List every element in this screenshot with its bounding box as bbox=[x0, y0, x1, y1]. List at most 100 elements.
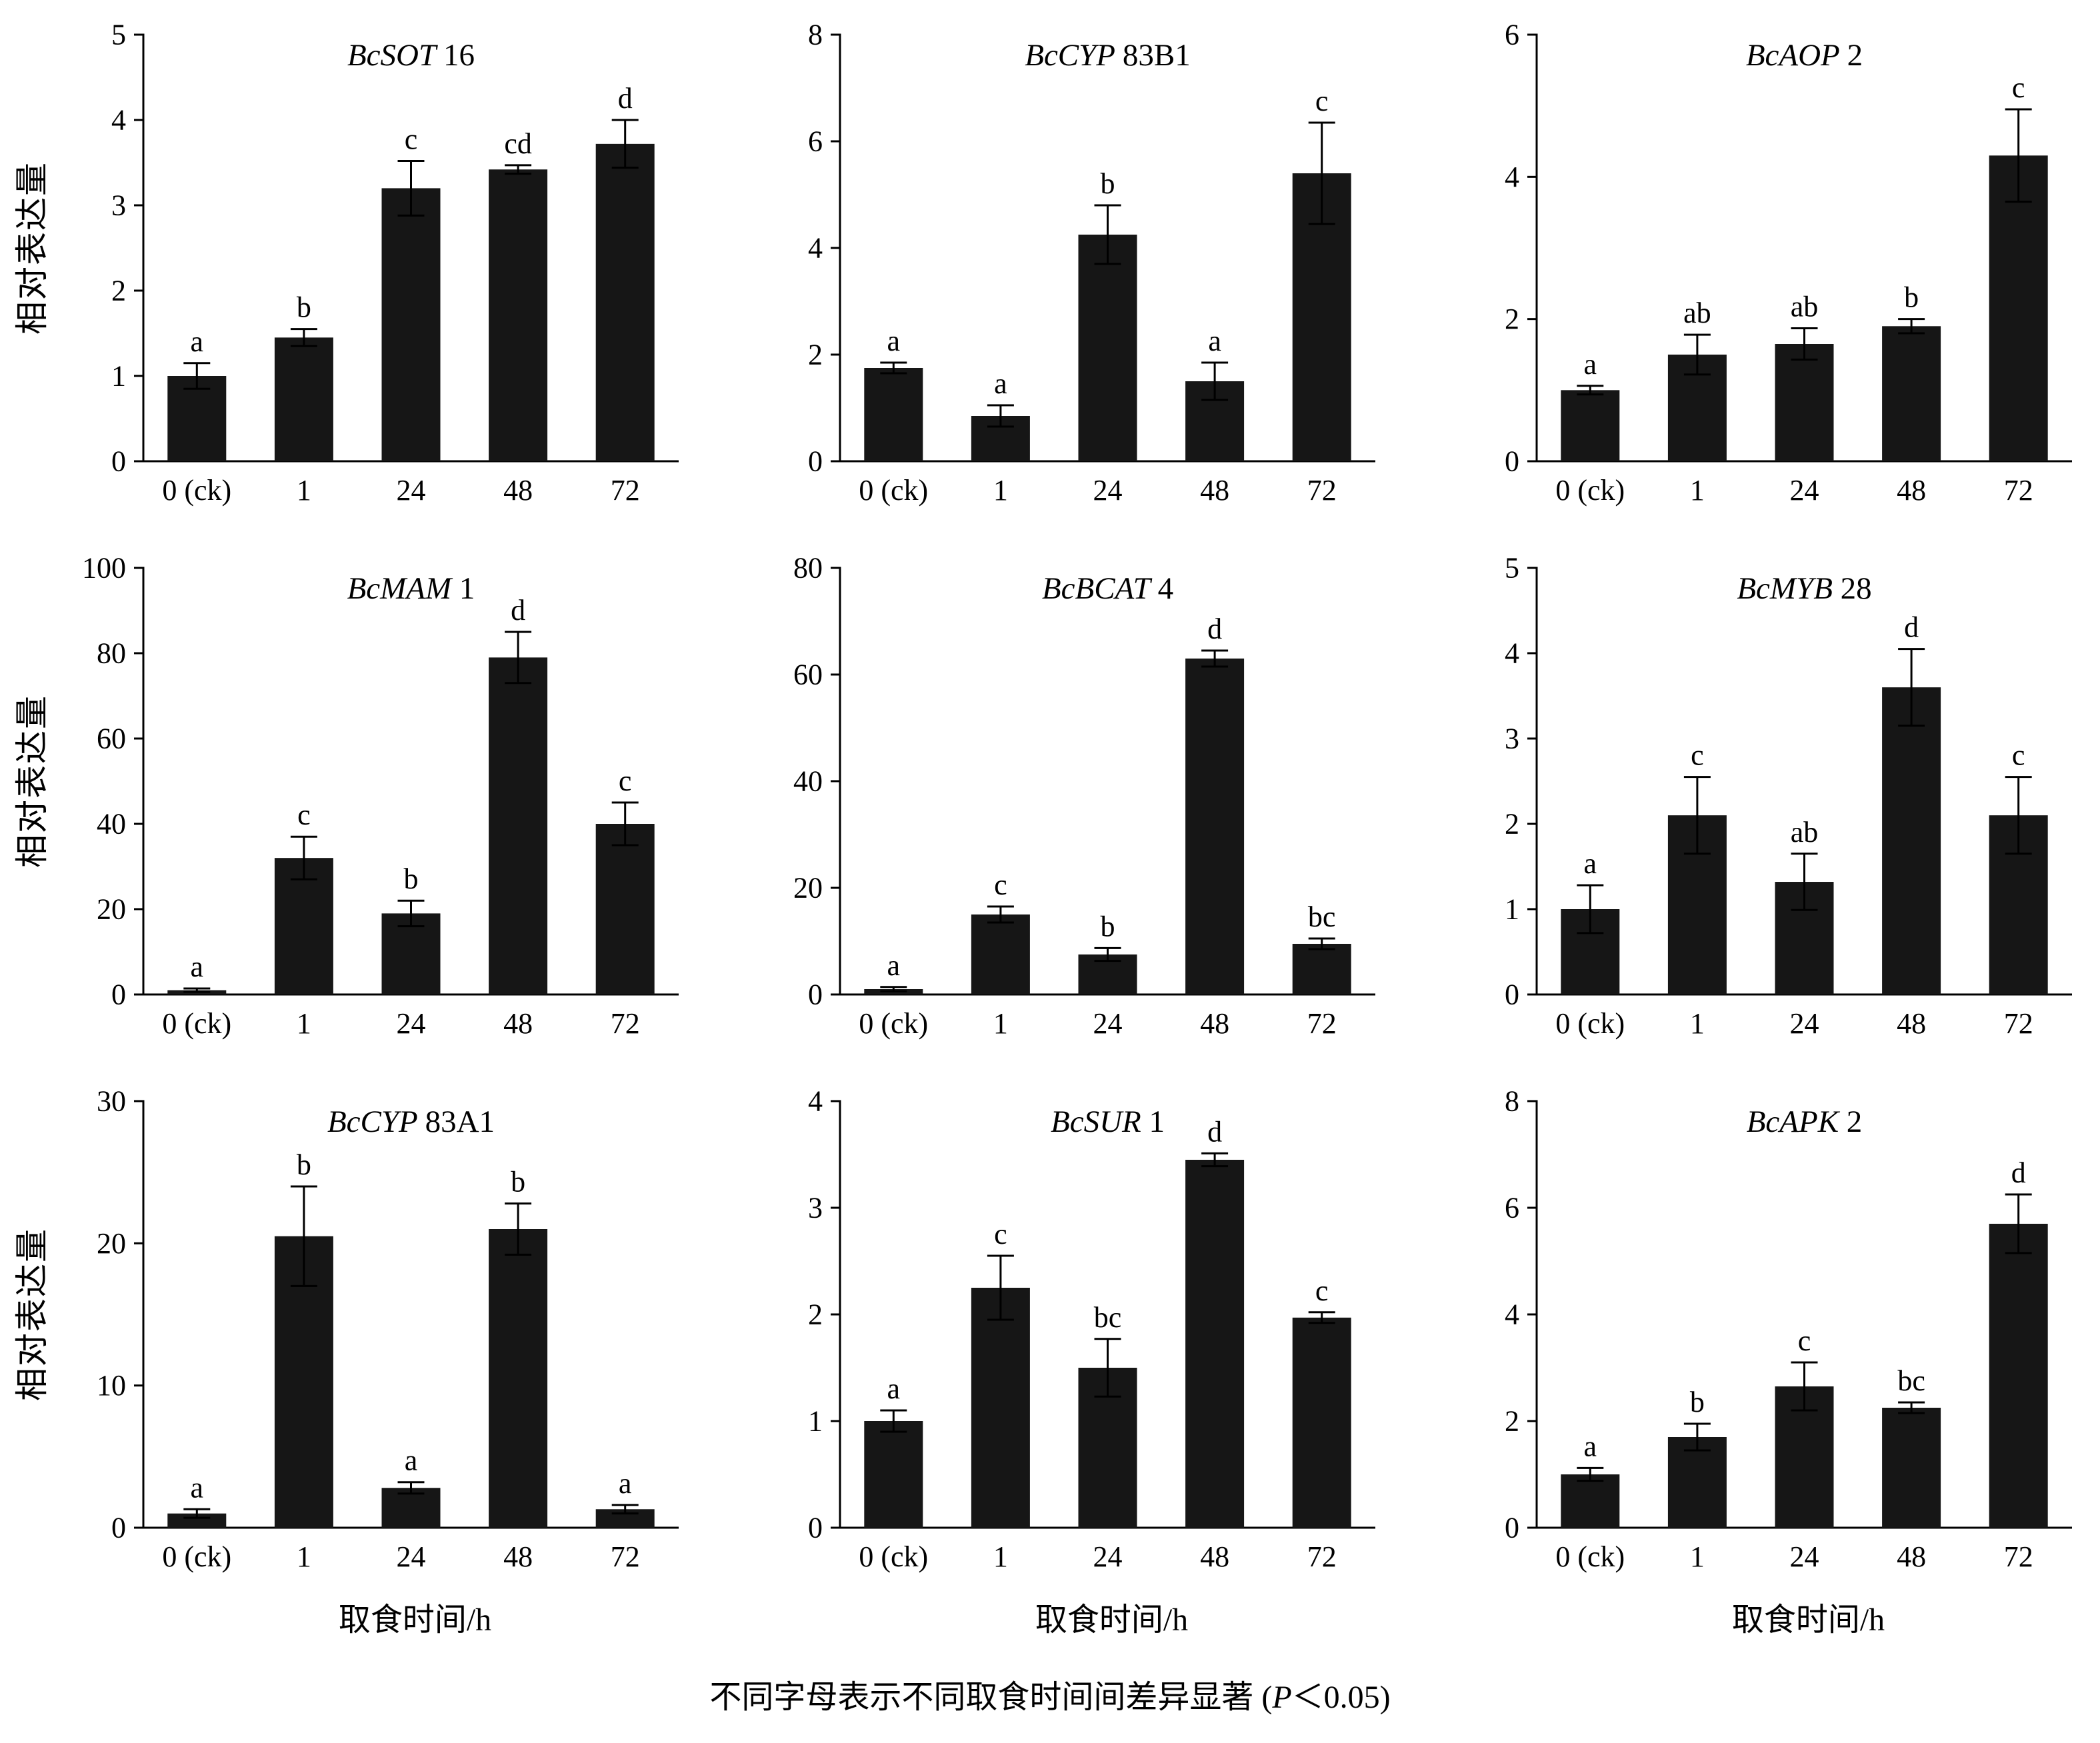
chart-title: BcAPK 2 bbox=[1747, 1104, 1863, 1139]
x-category-label: 0 (ck) bbox=[1555, 1007, 1625, 1040]
significance-letter: a bbox=[1584, 1430, 1597, 1462]
bar-chart-bcmyb28: 0 1 2 3 4 5 a 0 (ck) c 1 ab 24 d 48 c 72 BcMYB 28 bbox=[1505, 552, 2072, 1040]
significance-letter: b bbox=[297, 1148, 311, 1181]
bar bbox=[864, 368, 923, 461]
x-category-label: 72 bbox=[611, 474, 640, 507]
y-tick-label: 1 bbox=[111, 360, 126, 393]
y-tick-label: 4 bbox=[111, 104, 126, 137]
bar bbox=[274, 858, 333, 994]
y-tick-label: 8 bbox=[1505, 1085, 1519, 1118]
bar bbox=[1078, 235, 1137, 461]
significance-letter: c bbox=[994, 1218, 1007, 1250]
x-category-label: 0 (ck) bbox=[859, 474, 928, 507]
y-tick-label: 0 bbox=[111, 978, 126, 1011]
y-tick-label: 80 bbox=[97, 637, 126, 670]
y-tick-label: 0 bbox=[111, 445, 126, 478]
x-category-label: 1 bbox=[297, 474, 311, 507]
y-tick-label: 6 bbox=[1505, 19, 1519, 51]
x-category-label: 24 bbox=[1790, 474, 1819, 507]
bar bbox=[167, 376, 227, 461]
y-tick-label: 0 bbox=[1505, 1512, 1519, 1544]
bar bbox=[1561, 1474, 1620, 1528]
y-tick-label: 0 bbox=[1505, 445, 1519, 478]
significance-letter: c bbox=[619, 765, 632, 797]
y-tick-label: 2 bbox=[808, 1298, 823, 1331]
x-category-label: 72 bbox=[1307, 1007, 1337, 1040]
y-tick-label: 0 bbox=[1505, 978, 1519, 1011]
y-tick-label: 20 bbox=[793, 872, 823, 904]
significance-letter: c bbox=[405, 123, 418, 155]
significance-letter: c bbox=[297, 799, 311, 831]
significance-letter: d bbox=[1904, 611, 1919, 644]
x-category-label: 1 bbox=[1690, 1540, 1705, 1573]
x-category-label: 24 bbox=[1093, 1540, 1123, 1573]
bar-chart-bcsot16: 0 1 2 3 4 5 a 0 (ck) b 1 c 24 cd 48 d 72 BcSOT 16 bbox=[111, 19, 679, 507]
significance-letter: d bbox=[1207, 613, 1222, 645]
significance-letter: bc bbox=[1308, 900, 1336, 933]
significance-letter: bc bbox=[1094, 1301, 1122, 1334]
y-tick-label: 2 bbox=[1505, 1405, 1519, 1438]
chart-cell-bcmam1: 相对表达量 0 20 40 60 80 100 a 0 (ck) c 1 b 24 d 48 c 72 BcMA… bbox=[7, 549, 700, 1056]
chart-title: BcSOT 16 bbox=[347, 38, 475, 73]
x-category-label: 24 bbox=[397, 1540, 426, 1573]
significance-letter: b bbox=[1101, 910, 1115, 942]
y-tick-label: 0 bbox=[111, 1512, 126, 1544]
y-tick-label: 2 bbox=[111, 275, 126, 307]
significance-letter: b bbox=[1101, 167, 1115, 200]
y-tick-label: 6 bbox=[808, 125, 823, 158]
significance-letter: b bbox=[1690, 1386, 1705, 1418]
x-category-label: 48 bbox=[503, 1007, 533, 1040]
y-tick-label: 4 bbox=[1505, 637, 1519, 670]
bar bbox=[1185, 1160, 1245, 1528]
significance-letter: a bbox=[887, 325, 901, 357]
significance-letter: b bbox=[404, 863, 419, 895]
x-category-label: 1 bbox=[993, 474, 1008, 507]
bar bbox=[1561, 390, 1620, 461]
y-tick-label: 0 bbox=[808, 978, 823, 1011]
significance-letter: d bbox=[511, 594, 525, 627]
x-axis-label: 取食时间/h bbox=[1035, 1602, 1189, 1638]
significance-letter: a bbox=[191, 950, 204, 983]
x-category-label: 48 bbox=[1200, 1007, 1229, 1040]
bar bbox=[1882, 326, 1941, 461]
significance-letter: ab bbox=[1791, 816, 1819, 849]
significance-letter: d bbox=[618, 82, 633, 115]
x-category-label: 0 (ck) bbox=[1555, 1540, 1625, 1573]
significance-letter: b bbox=[297, 291, 311, 324]
x-category-label: 48 bbox=[1897, 1540, 1926, 1573]
significance-letter: c bbox=[1798, 1324, 1811, 1357]
significance-letter: a bbox=[1208, 325, 1221, 357]
y-tick-label: 3 bbox=[1505, 723, 1519, 755]
bar bbox=[1989, 1224, 2048, 1528]
bar bbox=[1989, 155, 2048, 462]
bar bbox=[489, 657, 548, 994]
significance-letter: a bbox=[1584, 348, 1597, 381]
x-category-label: 24 bbox=[397, 1007, 426, 1040]
significance-letter: c bbox=[994, 869, 1007, 901]
x-category-label: 72 bbox=[2004, 1007, 2033, 1040]
bar-chart-bcmam1: 0 20 40 60 80 100 a 0 (ck) c 1 b 24 d 48 c 72 BcMAM 1 bbox=[82, 552, 679, 1040]
significance-letter: a bbox=[405, 1444, 418, 1477]
y-tick-label: 60 bbox=[97, 723, 126, 755]
bar bbox=[864, 1421, 923, 1528]
significance-letter: c bbox=[1691, 739, 1704, 772]
x-category-label: 1 bbox=[993, 1007, 1008, 1040]
x-category-label: 0 (ck) bbox=[162, 1007, 231, 1040]
y-tick-label: 4 bbox=[808, 232, 823, 265]
y-tick-label: 4 bbox=[808, 1085, 823, 1118]
chart-title: BcCYP 83A1 bbox=[327, 1104, 495, 1139]
significance-letter: cd bbox=[504, 127, 532, 160]
significance-letter: c bbox=[1315, 1274, 1329, 1307]
y-tick-label: 20 bbox=[97, 893, 126, 926]
bar bbox=[1292, 1317, 1351, 1528]
x-category-label: 48 bbox=[1200, 1540, 1229, 1573]
y-tick-label: 80 bbox=[793, 552, 823, 585]
x-category-label: 1 bbox=[297, 1007, 311, 1040]
bar bbox=[971, 914, 1030, 994]
